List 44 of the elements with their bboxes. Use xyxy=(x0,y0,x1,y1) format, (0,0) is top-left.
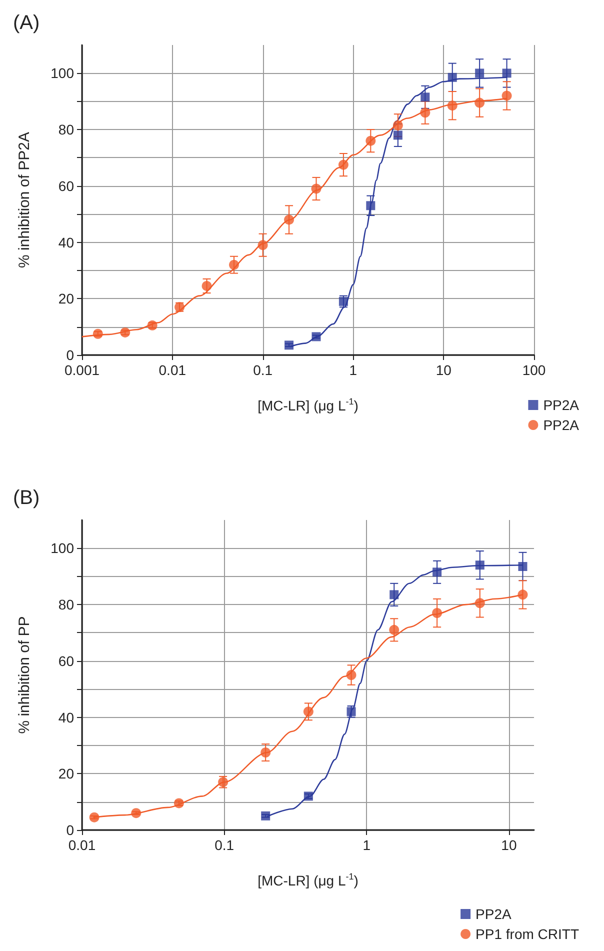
y-tick-label: 0 xyxy=(66,822,74,838)
y-tick-label: 80 xyxy=(58,122,74,138)
x-tick-label: 1 xyxy=(349,362,358,378)
y-tick-label: 20 xyxy=(58,766,74,782)
point xyxy=(366,136,376,146)
x-tick-label: 0.01 xyxy=(158,362,186,378)
point xyxy=(202,280,212,291)
x-tick-label: 0.001 xyxy=(64,362,100,378)
x-tick-label: 0.1 xyxy=(253,362,273,378)
y-tick-label: 80 xyxy=(58,596,74,613)
x-tick-label: 0.1 xyxy=(214,837,234,853)
point xyxy=(258,240,268,250)
y-tick-label: 0 xyxy=(66,347,74,363)
y-tick-label: 60 xyxy=(58,652,74,669)
legend-label: PP1 from CRITT xyxy=(476,926,580,942)
x-tick-label: 10 xyxy=(501,837,517,853)
chart-title: (A) xyxy=(13,12,40,34)
y-tick-label: 100 xyxy=(50,65,74,82)
point xyxy=(284,214,294,225)
point xyxy=(120,327,130,338)
y-axis-title: % inhibition of PP xyxy=(16,616,33,734)
y-tick-label: 20 xyxy=(58,290,74,307)
y-tick-label: 100 xyxy=(50,540,74,556)
point xyxy=(502,90,512,101)
chart-title: (B) xyxy=(13,487,40,509)
legend-label: PP2A xyxy=(543,397,580,413)
x-tick-label: 100 xyxy=(522,362,546,378)
legend-label: PP2A xyxy=(476,906,512,922)
point xyxy=(392,120,403,130)
point xyxy=(311,184,322,194)
y-tick-label: 60 xyxy=(58,178,74,194)
point xyxy=(447,100,458,111)
point xyxy=(92,328,103,339)
x-tick-label: 0.01 xyxy=(68,837,96,853)
x-tick-label: 10 xyxy=(436,362,452,378)
point xyxy=(420,108,430,118)
point xyxy=(338,160,348,170)
y-axis-title: % inhibition of PP2A xyxy=(16,132,33,268)
y-tick-label: 40 xyxy=(58,709,74,726)
y-tick-label: 40 xyxy=(58,234,74,250)
point xyxy=(228,260,239,270)
x-tick-label: 1 xyxy=(362,837,371,853)
legend-label: PP2A xyxy=(543,417,580,433)
point xyxy=(474,98,485,108)
